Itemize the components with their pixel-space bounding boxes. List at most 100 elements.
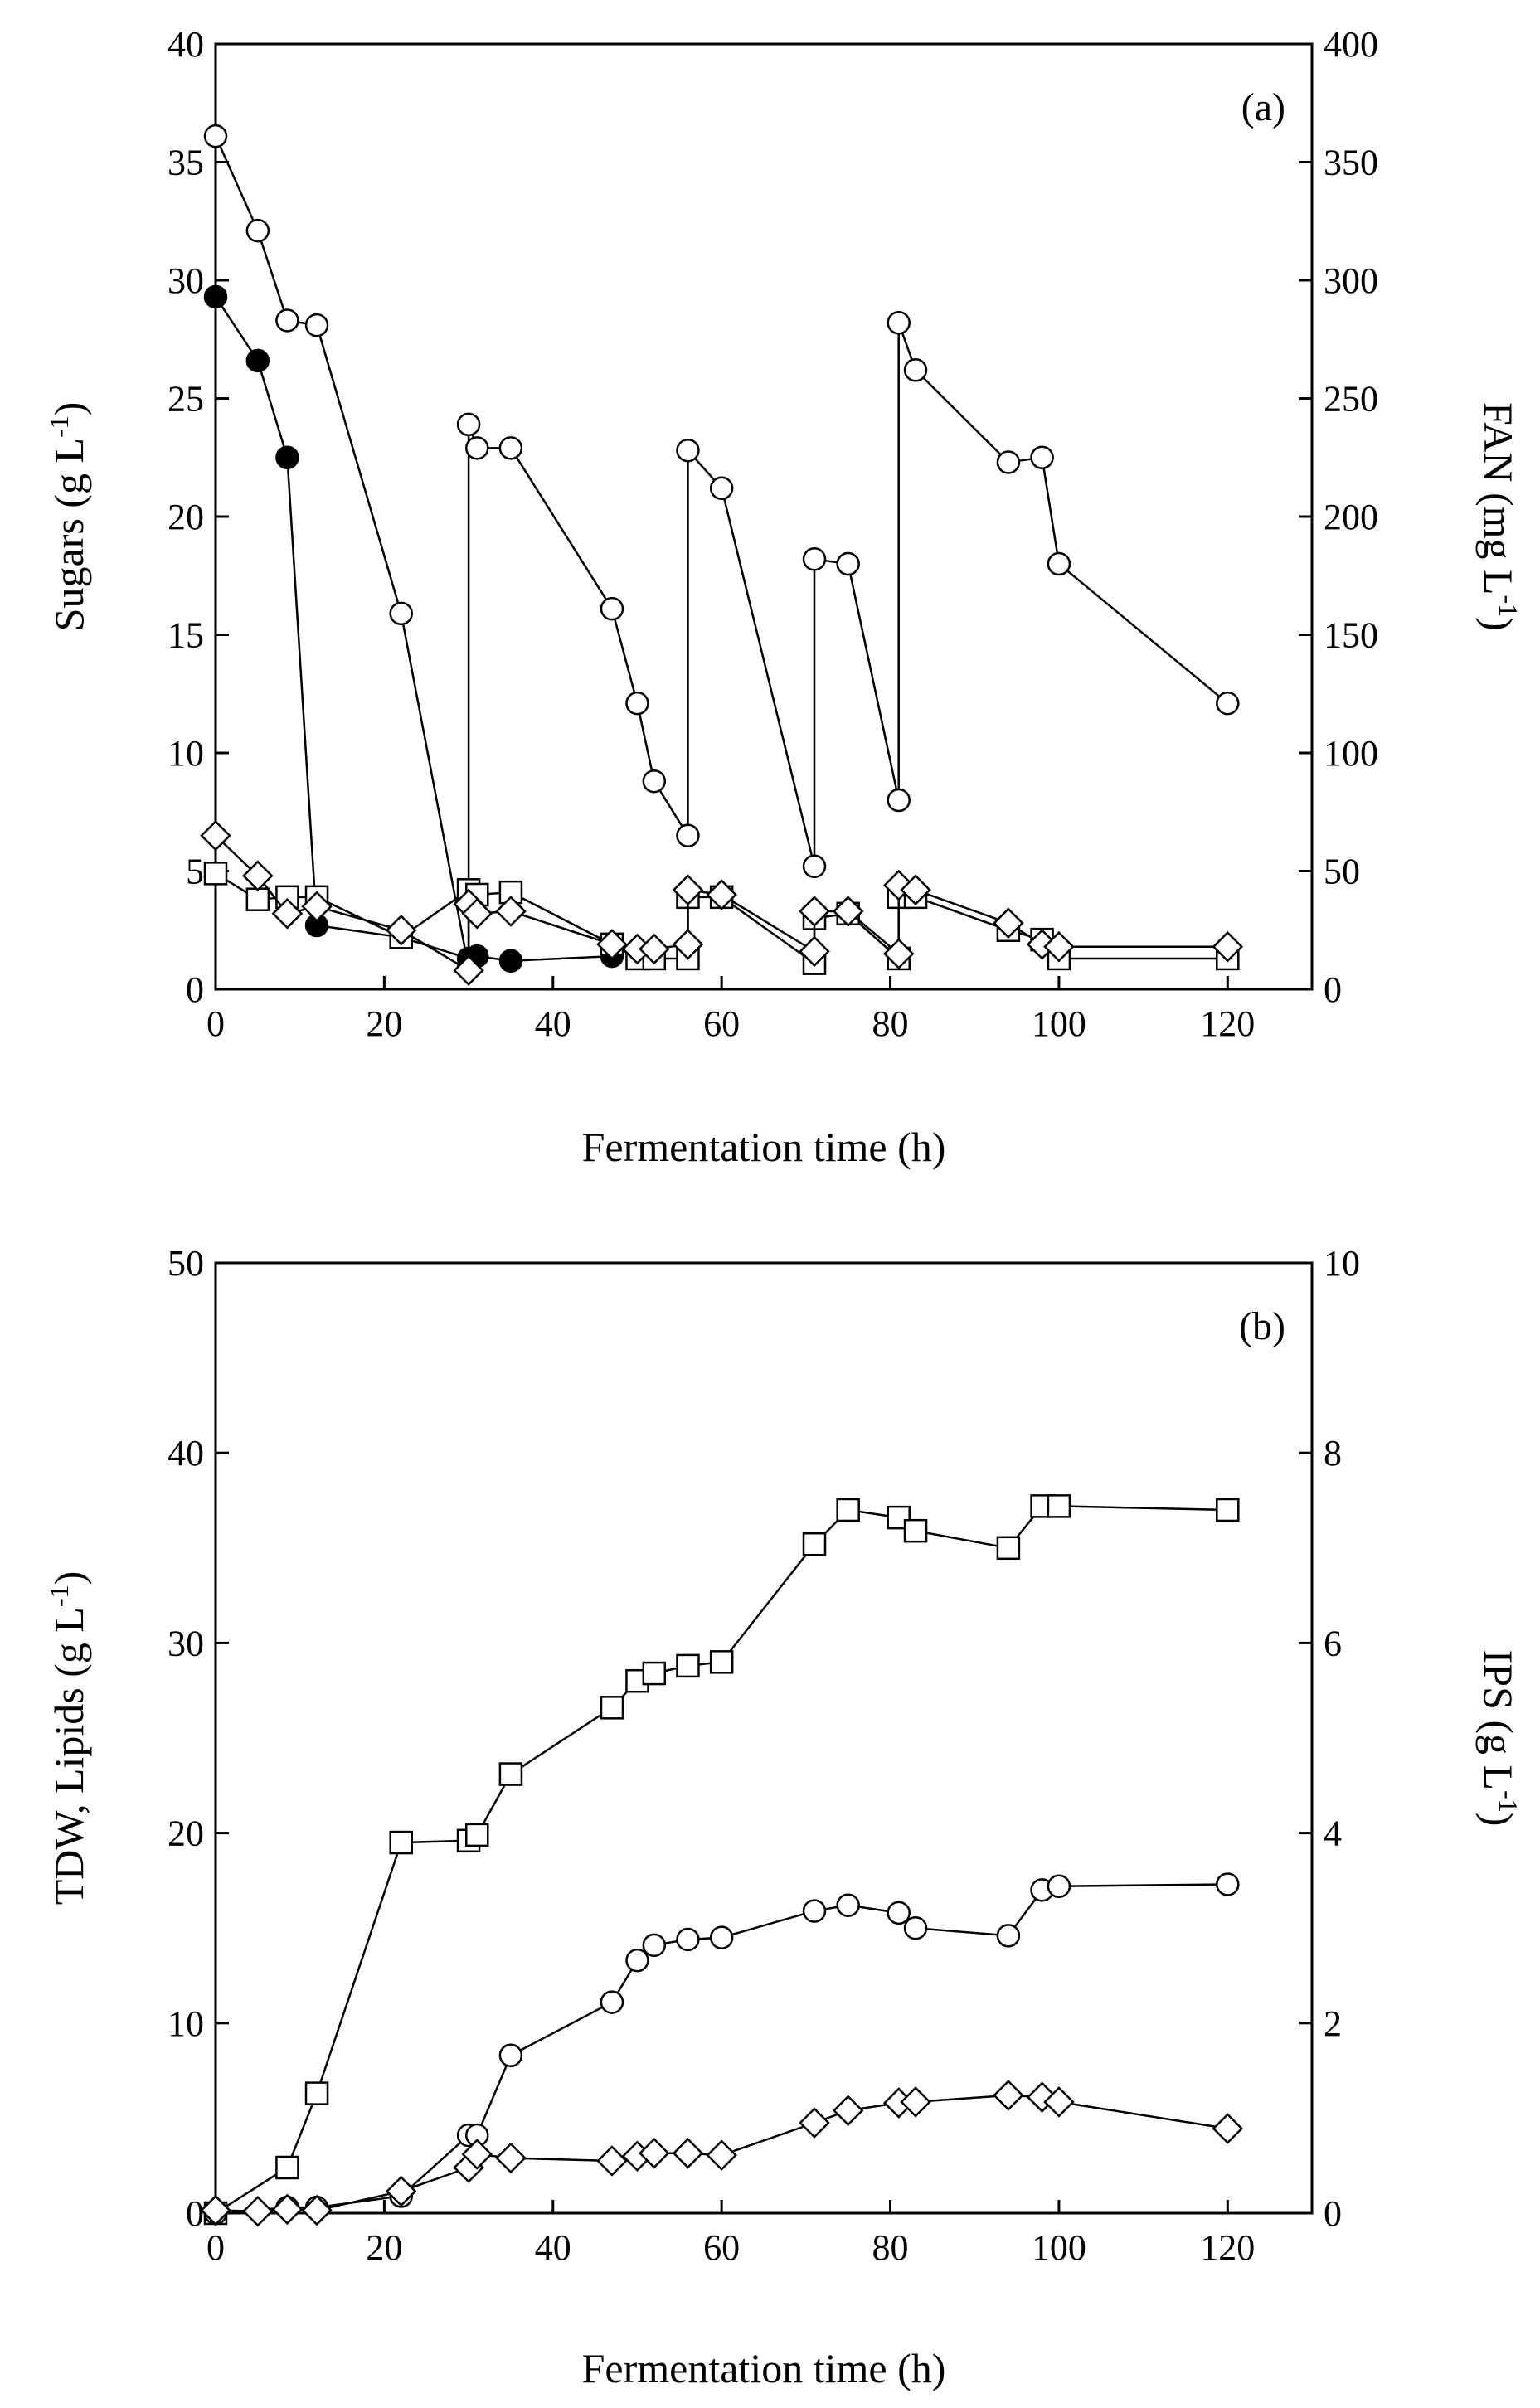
panel-b-left-axis-title-tail: ) [46, 1571, 92, 1585]
panel-b-x-axis-title: Fermentation time (h) [582, 2345, 946, 2391]
square-marker [203, 862, 228, 886]
circle-marker [600, 596, 624, 621]
y-left-tick-label: 20 [168, 497, 204, 537]
circle-marker [245, 218, 270, 243]
y-right-tick-label: 10 [1324, 1243, 1360, 1284]
diamond-marker [385, 2175, 417, 2207]
y-right-tick-label: 200 [1324, 497, 1378, 537]
circle-marker [389, 601, 413, 626]
square-marker [304, 2081, 329, 2105]
x-tick-label: 60 [703, 2227, 740, 2268]
diamond-marker [799, 896, 830, 927]
y-right-tick-label: 350 [1324, 143, 1378, 183]
diamond-marker [639, 933, 670, 965]
square-marker [245, 887, 270, 911]
square-marker [836, 1498, 860, 1522]
circle-marker [802, 547, 827, 571]
square-marker [709, 1650, 734, 1674]
panel-a-series-3 [200, 819, 1244, 986]
diamond-marker [799, 935, 830, 968]
y-left-tick-label: 5 [186, 852, 204, 892]
y-left-tick-label: 40 [168, 24, 204, 65]
diamond-marker [882, 938, 915, 970]
diamond-marker [242, 2195, 274, 2227]
y-right-tick-label: 8 [1324, 1433, 1342, 1473]
diamond-marker [639, 2138, 670, 2169]
diamond-marker [385, 914, 417, 946]
square-marker [676, 1653, 700, 1678]
diamond-marker [799, 2107, 830, 2139]
y-right-tick-label: 2 [1324, 2003, 1342, 2044]
panel-b-right-axis-title-main: IPS (g L [1475, 1650, 1522, 1790]
panel-b-series-line [215, 1883, 1228, 2215]
diamond-marker [242, 860, 274, 891]
circle-marker [275, 308, 299, 333]
square-marker [600, 1696, 624, 1720]
panel-a-series-0 [203, 124, 1240, 980]
diamond-marker [706, 2139, 737, 2171]
y-left-tick-label: 50 [168, 1243, 204, 1284]
circle-marker [1216, 691, 1240, 716]
panel-a-right-axis-title-tail: ) [1475, 617, 1522, 631]
circle-marker [836, 551, 860, 576]
circle-marker [1047, 1874, 1071, 1899]
diamond-marker [495, 2142, 527, 2174]
square-marker [498, 1762, 523, 1786]
circle-marker [676, 438, 700, 463]
x-tick-label: 20 [366, 2227, 402, 2268]
circle-marker [887, 311, 911, 335]
circle-marker [1216, 1872, 1240, 1896]
y-right-tick-label: 100 [1324, 733, 1378, 774]
circle-marker [600, 1990, 624, 2014]
circle-marker [498, 436, 523, 460]
y-left-tick-label: 15 [168, 615, 204, 656]
diamond-marker [495, 896, 527, 927]
circle-marker [887, 1901, 911, 1925]
y-left-tick-label: 35 [168, 143, 204, 183]
panel-b-left-axis-title-sup: -1 [44, 1585, 74, 1607]
panel-b-right-axis-title-sup: -1 [1494, 1790, 1523, 1813]
x-tick-label: 40 [535, 2227, 571, 2268]
panel-a-left-axis-title: Sugars (g L-1) [44, 402, 92, 632]
diamond-marker [672, 874, 704, 906]
panel-b-series-1 [203, 1872, 1240, 2226]
circle-marker [498, 2043, 523, 2068]
x-tick-label: 80 [872, 1003, 909, 1044]
panel-a-x-axis-title: Fermentation time (h) [582, 1124, 946, 1170]
panel-a-plot-frame [214, 42, 1314, 991]
panel-b-series-2 [200, 2080, 1244, 2227]
diamond-marker [461, 2139, 493, 2170]
circle-marker [464, 436, 489, 460]
circle-marker [676, 1927, 700, 1952]
panel-b-series [200, 1494, 1244, 2227]
diamond-marker [271, 898, 304, 930]
y-left-tick-label: 10 [168, 733, 204, 774]
panel-a-right-axis-title-sup: -1 [1494, 595, 1523, 618]
circle-marker [802, 854, 827, 879]
panel-a-series-1 [203, 284, 624, 973]
square-marker [275, 2155, 299, 2180]
panel-b-series-line [215, 1505, 1228, 2215]
y-left-tick-label: 20 [168, 1813, 204, 1854]
panel-a-ticks: 0 20 40 60 80 100 1200510152025303540050100150… [168, 24, 1378, 1044]
panel-a-left-axis-title-sup: -1 [44, 415, 74, 438]
diamond-marker [993, 907, 1024, 939]
diamond-marker [200, 2194, 231, 2226]
x-tick-label: 60 [703, 1003, 740, 1044]
diamond-marker [672, 929, 704, 960]
panel-b-ticks: 0 20 40 60 80 100 120 0 10 20 30 40 50 0 2 4 6 8 10 [168, 1243, 1360, 2268]
diamond-marker [706, 879, 737, 910]
diamond-marker [596, 2145, 628, 2177]
circle-marker [676, 823, 700, 847]
filled-circle-marker [245, 348, 270, 373]
panel-b-right-axis-title: IPS (g L-1) [1475, 1650, 1523, 1827]
diamond-marker [832, 896, 864, 927]
circle-marker [996, 450, 1021, 474]
square-marker [903, 1518, 928, 1543]
y-left-tick-label: 40 [168, 1433, 204, 1473]
diamond-marker [200, 819, 231, 852]
panel-a-series [200, 124, 1244, 986]
y-right-tick-label: 6 [1324, 1623, 1342, 1663]
circle-marker [1047, 551, 1071, 576]
x-tick-label: 100 [1032, 2227, 1086, 2268]
